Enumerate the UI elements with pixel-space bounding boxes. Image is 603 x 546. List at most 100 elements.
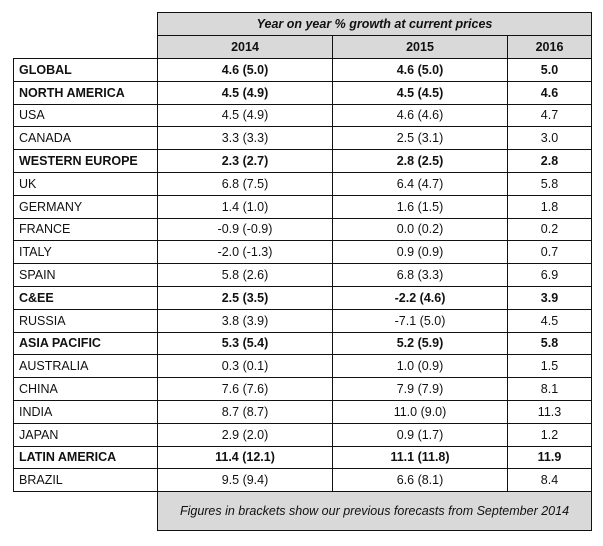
column-header-2016: 2016 [507, 35, 592, 59]
cell-2015: 7.9 (7.9) [332, 377, 508, 401]
cell-2016: 0.7 [507, 240, 592, 265]
row-label: GLOBAL [13, 58, 158, 82]
footnote-row: Figures in brackets show our previous fo… [13, 491, 592, 532]
column-header-2014: 2014 [157, 35, 333, 59]
cell-2014: 2.9 (2.0) [157, 422, 333, 447]
table-row: FRANCE -0.9 (-0.9) 0.0 (0.2) 0.2 [13, 217, 592, 242]
cell-2016: 4.7 [507, 103, 592, 128]
table-row: AUSTRALIA 0.3 (0.1) 1.0 (0.9) 1.5 [13, 354, 592, 379]
cell-2016: 3.9 [507, 285, 592, 310]
cell-2016: 1.5 [507, 354, 592, 379]
cell-2016: 4.6 [507, 80, 592, 105]
table-row: INDIA 8.7 (8.7) 11.0 (9.0) 11.3 [13, 399, 592, 424]
cell-2015: 5.2 (5.9) [332, 331, 508, 356]
row-label: BRAZIL [13, 468, 158, 493]
cell-2014: 2.3 (2.7) [157, 149, 333, 173]
cell-2015: 0.9 (1.7) [332, 422, 508, 447]
cell-2015: 4.6 (4.6) [332, 103, 508, 128]
cell-2015: -2.2 (4.6) [332, 285, 508, 310]
year-header-row: 2014 2015 2016 [13, 35, 592, 59]
row-label: JAPAN [13, 422, 158, 447]
table-row: WESTERN EUROPE 2.3 (2.7) 2.8 (2.5) 2.8 [13, 149, 592, 173]
cell-2014: 5.3 (5.4) [157, 331, 333, 356]
table-row: RUSSIA 3.8 (3.9) -7.1 (5.0) 4.5 [13, 308, 592, 333]
cell-2015: 1.0 (0.9) [332, 354, 508, 379]
growth-table: Year on year % growth at current prices … [13, 12, 592, 532]
cell-2014: 1.4 (1.0) [157, 194, 333, 219]
cell-2014: 11.4 (12.1) [157, 445, 333, 470]
cell-2014: -2.0 (-1.3) [157, 240, 333, 265]
cell-2015: 2.5 (3.1) [332, 126, 508, 151]
row-label: CANADA [13, 126, 158, 151]
row-label: SPAIN [13, 263, 158, 287]
cell-2014: -0.9 (-0.9) [157, 217, 333, 242]
table-row: SPAIN 5.8 (2.6) 6.8 (3.3) 6.9 [13, 263, 592, 287]
row-label: ITALY [13, 240, 158, 265]
cell-2015: 6.4 (4.7) [332, 171, 508, 196]
row-label: FRANCE [13, 217, 158, 242]
cell-2015: 6.6 (8.1) [332, 468, 508, 493]
row-label: CHINA [13, 377, 158, 401]
cell-2014: 3.8 (3.9) [157, 308, 333, 333]
cell-2016: 6.9 [507, 263, 592, 287]
cell-2015: -7.1 (5.0) [332, 308, 508, 333]
table-row: USA 4.5 (4.9) 4.6 (4.6) 4.7 [13, 103, 592, 128]
row-label: GERMANY [13, 194, 158, 219]
cell-2014: 4.5 (4.9) [157, 103, 333, 128]
cell-2014: 8.7 (8.7) [157, 399, 333, 424]
row-label: LATIN AMERICA [13, 445, 158, 470]
cell-2014: 4.6 (5.0) [157, 58, 333, 82]
row-label: AUSTRALIA [13, 354, 158, 379]
title-row: Year on year % growth at current prices [13, 12, 592, 36]
cell-2015: 0.9 (0.9) [332, 240, 508, 265]
table-row: GLOBAL 4.6 (5.0) 4.6 (5.0) 5.0 [13, 58, 592, 82]
cell-2014: 6.8 (7.5) [157, 171, 333, 196]
row-label: USA [13, 103, 158, 128]
cell-2016: 2.8 [507, 149, 592, 173]
cell-2016: 1.8 [507, 194, 592, 219]
cell-2015: 4.5 (4.5) [332, 80, 508, 105]
cell-2016: 5.8 [507, 171, 592, 196]
table-row: UK 6.8 (7.5) 6.4 (4.7) 5.8 [13, 171, 592, 196]
table-row: JAPAN 2.9 (2.0) 0.9 (1.7) 1.2 [13, 422, 592, 447]
table-row: CHINA 7.6 (7.6) 7.9 (7.9) 8.1 [13, 377, 592, 401]
cell-2015: 11.0 (9.0) [332, 399, 508, 424]
table-row: LATIN AMERICA 11.4 (12.1) 11.1 (11.8) 11.9 [13, 445, 592, 470]
cell-2016: 5.8 [507, 331, 592, 356]
row-label: C&EE [13, 285, 158, 310]
table-title: Year on year % growth at current prices [157, 12, 592, 36]
row-label: NORTH AMERICA [13, 80, 158, 105]
table-row: C&EE 2.5 (3.5) -2.2 (4.6) 3.9 [13, 285, 592, 310]
blank-footer-corner [13, 491, 158, 531]
table-row: GERMANY 1.4 (1.0) 1.6 (1.5) 1.8 [13, 194, 592, 219]
cell-2015: 1.6 (1.5) [332, 194, 508, 219]
cell-2014: 9.5 (9.4) [157, 468, 333, 493]
cell-2014: 0.3 (0.1) [157, 354, 333, 379]
row-label: UK [13, 171, 158, 196]
table-row: NORTH AMERICA 4.5 (4.9) 4.5 (4.5) 4.6 [13, 80, 592, 105]
cell-2014: 3.3 (3.3) [157, 126, 333, 151]
cell-2015: 2.8 (2.5) [332, 149, 508, 173]
cell-2016: 11.3 [507, 399, 592, 424]
row-label: WESTERN EUROPE [13, 149, 158, 173]
cell-2016: 5.0 [507, 58, 592, 82]
cell-2016: 1.2 [507, 422, 592, 447]
table-row: BRAZIL 9.5 (9.4) 6.6 (8.1) 8.4 [13, 468, 592, 493]
cell-2014: 4.5 (4.9) [157, 80, 333, 105]
cell-2016: 8.4 [507, 468, 592, 493]
cell-2015: 0.0 (0.2) [332, 217, 508, 242]
cell-2015: 6.8 (3.3) [332, 263, 508, 287]
table-body: GLOBAL 4.6 (5.0) 4.6 (5.0) 5.0 NORTH AMERICA… [13, 58, 592, 493]
cell-2016: 4.5 [507, 308, 592, 333]
cell-2016: 0.2 [507, 217, 592, 242]
column-header-2015: 2015 [332, 35, 508, 59]
cell-2016: 8.1 [507, 377, 592, 401]
cell-2014: 7.6 (7.6) [157, 377, 333, 401]
row-label: ASIA PACIFIC [13, 331, 158, 356]
table-row: ITALY -2.0 (-1.3) 0.9 (0.9) 0.7 [13, 240, 592, 265]
blank-corner [13, 35, 158, 59]
cell-2015: 11.1 (11.8) [332, 445, 508, 470]
blank-corner [13, 12, 158, 36]
table-row: CANADA 3.3 (3.3) 2.5 (3.1) 3.0 [13, 126, 592, 151]
cell-2016: 3.0 [507, 126, 592, 151]
